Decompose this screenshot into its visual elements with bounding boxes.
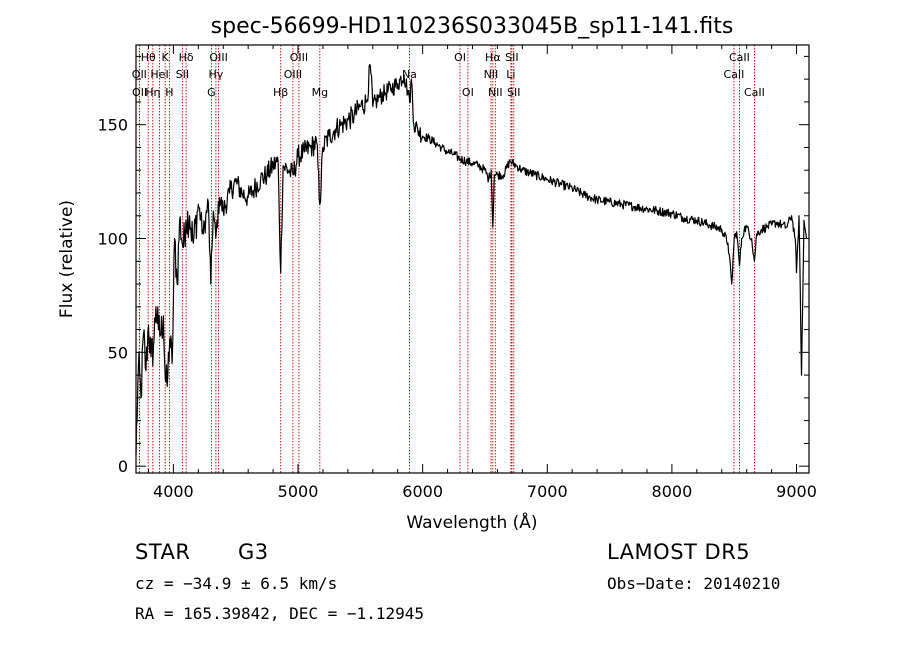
object-class: STAR	[135, 540, 191, 564]
y-tick-label: 100	[97, 230, 128, 249]
line-label: CaII	[744, 86, 765, 99]
line-label: Li	[506, 68, 515, 81]
line-label: Hη	[145, 86, 160, 99]
y-tick-label: 50	[108, 343, 128, 362]
line-label: SII	[507, 86, 520, 99]
observation-date: Obs−Date: 20140210	[607, 574, 781, 593]
x-tick-label: 9000	[776, 482, 817, 501]
line-label: HeI	[150, 68, 168, 81]
line-label: CaII	[729, 51, 750, 64]
line-label: OIII	[290, 51, 308, 64]
x-tick-label: 5000	[278, 482, 319, 501]
spectral-line-markers	[138, 45, 755, 473]
line-label: Hγ	[208, 68, 223, 81]
line-label: K	[162, 51, 170, 64]
line-label: Mg	[312, 86, 328, 99]
line-label: NII	[488, 86, 503, 99]
line-label: Na	[402, 68, 417, 81]
survey-label: LAMOST DR5	[607, 540, 751, 564]
x-tick-label: 8000	[652, 482, 693, 501]
line-label: Hβ	[273, 86, 288, 99]
redshift-cz: cz = −34.9 ± 6.5 km/s	[135, 574, 338, 593]
line-label: G	[207, 86, 216, 99]
line-label: OIII	[284, 68, 302, 81]
object-subclass: G3	[238, 540, 269, 564]
line-label: SII	[505, 51, 518, 64]
chart-title: spec-56699-HD110236S033045B_sp11-141.fit…	[211, 14, 734, 39]
x-tick-label: 4000	[153, 482, 194, 501]
line-label: H	[165, 86, 173, 99]
y-axis: 0 50 100 150	[97, 55, 809, 476]
line-label: OI	[454, 51, 466, 64]
line-label: SII	[176, 68, 189, 81]
x-axis: 4000 5000 6000 7000 8000 9000	[147, 45, 817, 501]
y-axis-label: Flux (relative)	[57, 200, 77, 318]
y-tick-label: 150	[97, 116, 128, 135]
line-label: CaII	[724, 68, 745, 81]
line-label: Hθ	[141, 51, 156, 64]
x-axis-label: Wavelength (Å)	[406, 511, 537, 533]
x-tick-label: 6000	[402, 482, 443, 501]
y-tick-label: 0	[118, 457, 128, 476]
line-label: OIII	[209, 51, 227, 64]
coordinates: RA = 165.39842, DEC = −1.12945	[135, 604, 424, 623]
x-tick-label: 7000	[527, 482, 568, 501]
line-label: NII	[484, 68, 499, 81]
spectrum-series	[135, 63, 808, 455]
line-label: Hδ	[179, 51, 194, 64]
plot-frame	[135, 44, 810, 474]
line-label: OI	[462, 86, 474, 99]
line-label: Hα	[485, 51, 501, 64]
